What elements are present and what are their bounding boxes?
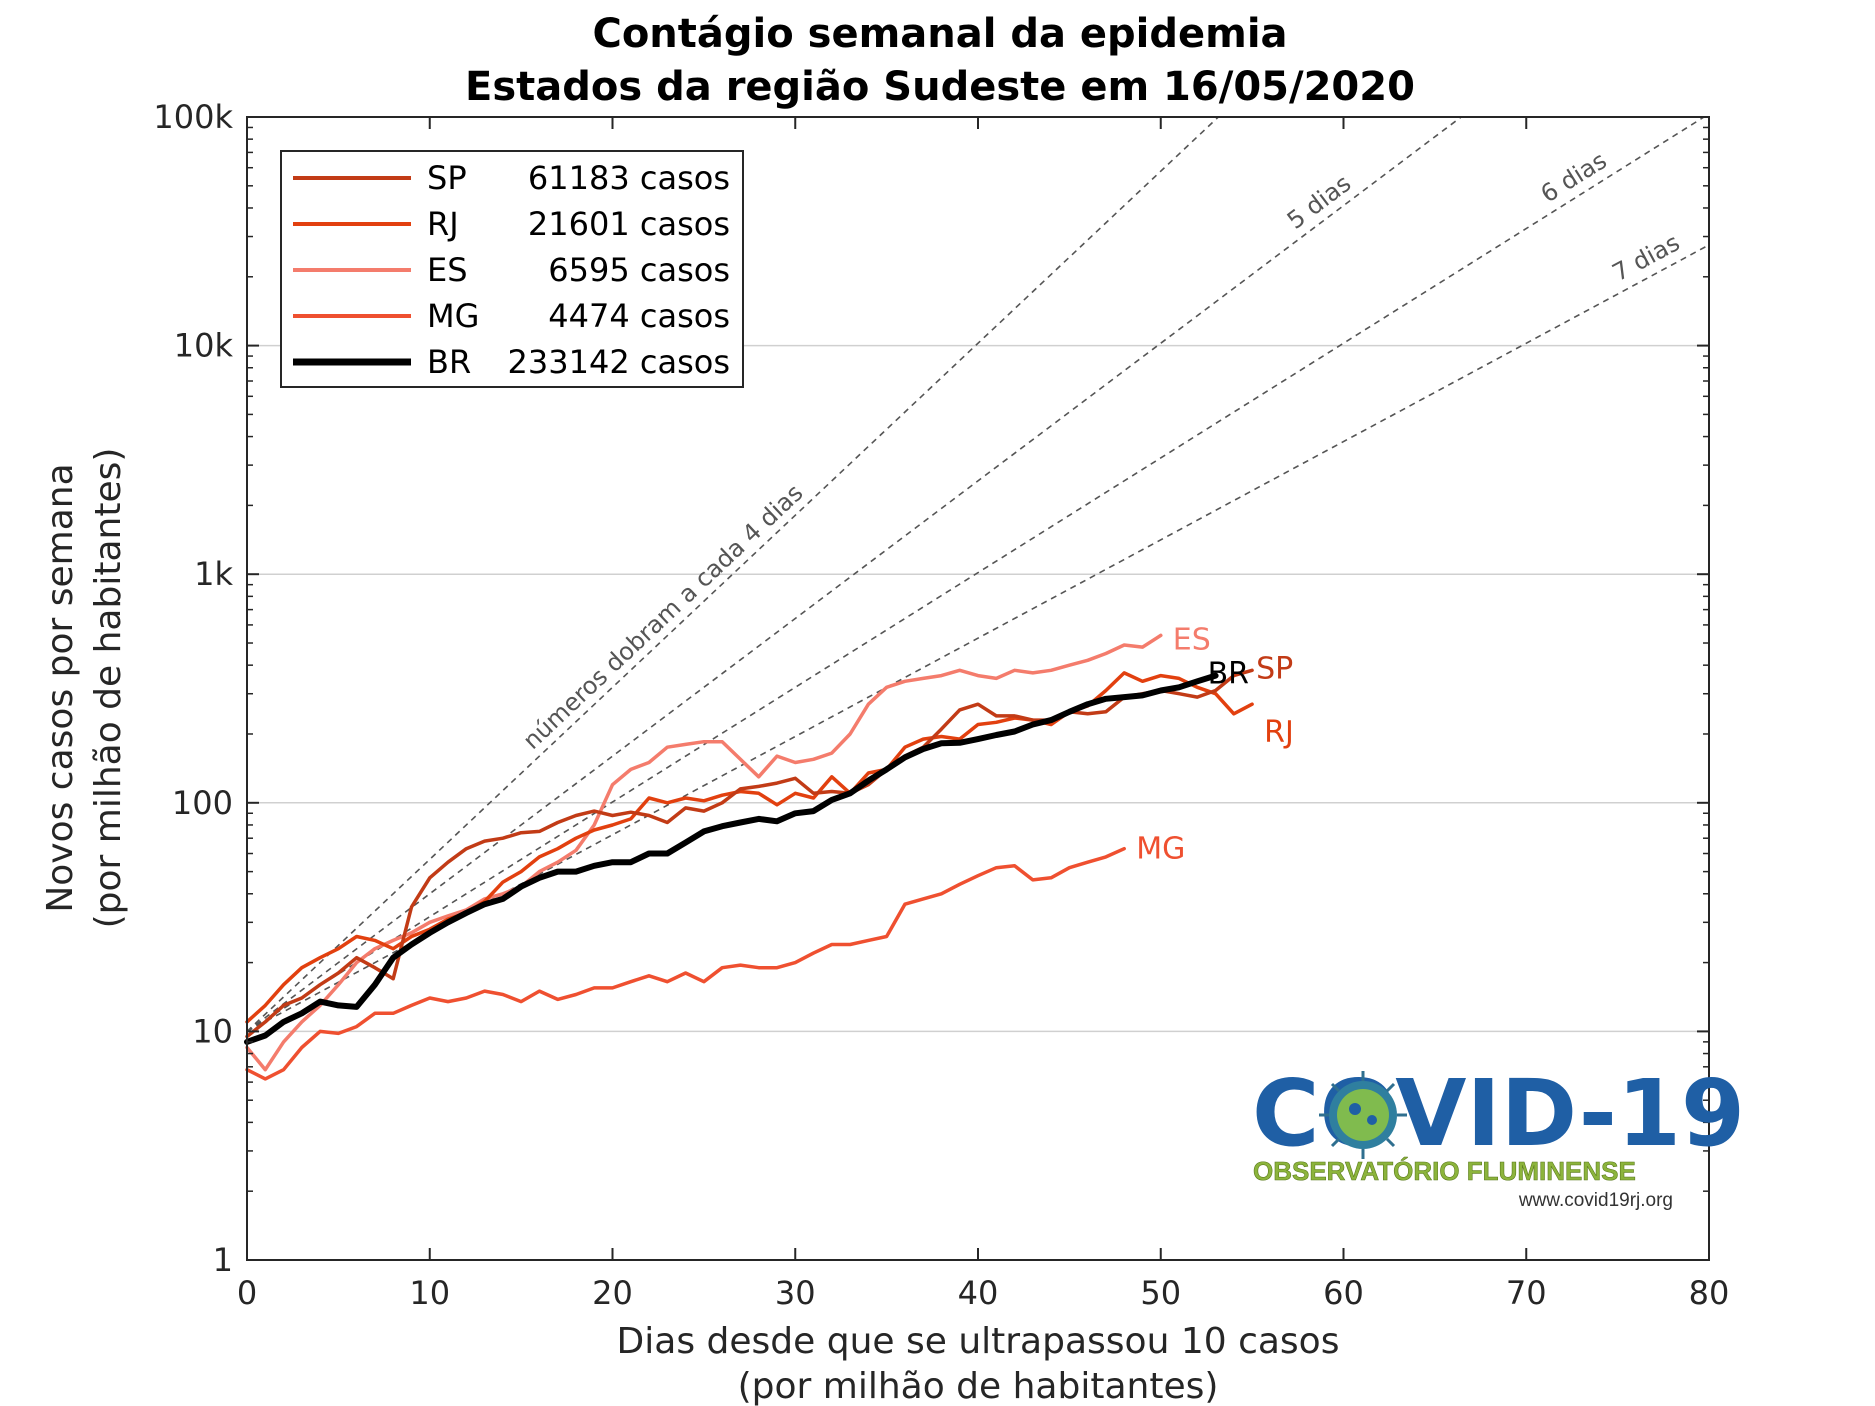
legend-name-br: BR — [427, 343, 471, 381]
x-tick-label: 80 — [1689, 1274, 1730, 1312]
y-tick-label: 100k — [153, 98, 233, 136]
y-tick-label: 100 — [172, 784, 233, 822]
legend-cases-sp: 61183 casos — [528, 159, 730, 197]
series-sp-end-label: SP — [1256, 651, 1293, 686]
series-sp-line — [245, 668, 1254, 1039]
legend-cases-br: 233142 casos — [508, 343, 730, 381]
y-axis-label-line-1: Novos casos por semana — [40, 463, 81, 912]
x-tick-label: 30 — [775, 1274, 816, 1312]
series-mg-end-label: MG — [1136, 832, 1185, 867]
chart-title-line-1: Contágio semanal da epidemia — [592, 11, 1287, 57]
y-axis-label-line-2: (por milhão de habitantes) — [88, 448, 129, 929]
logo-subtitle: OBSERVATÓRIO FLUMINENSE — [1253, 1156, 1636, 1186]
legend-name-rj: RJ — [427, 205, 459, 243]
series-es-line — [245, 633, 1163, 1072]
y-tick-label: 10 — [192, 1012, 233, 1050]
virus-icon — [1319, 1071, 1407, 1159]
series-rj-end-label: RJ — [1264, 715, 1294, 750]
legend-cases-rj: 21601 casos — [528, 205, 730, 243]
x-tick-label: 40 — [958, 1274, 999, 1312]
x-tick-label: 0 — [237, 1274, 257, 1312]
y-tick-label: 1k — [194, 555, 233, 593]
legend-name-es: ES — [427, 251, 468, 289]
legend-cases-mg: 4474 casos — [548, 297, 730, 335]
doubling-5-days-line — [246, 116, 1462, 1033]
y-tick-label: 10k — [174, 327, 234, 365]
x-tick-label: 60 — [1323, 1274, 1364, 1312]
x-axis-label-line-2: (por milhão de habitantes) — [738, 1366, 1219, 1406]
x-tick-label: 50 — [1140, 1274, 1181, 1312]
y-tick-label: 1 — [213, 1241, 233, 1279]
series-br-end-label: BR — [1208, 657, 1249, 692]
series-br-line — [244, 672, 1219, 1045]
legend: SP 61183 casos RJ 21601 casos ES 6595 casos MG… — [280, 150, 744, 388]
doubling-4-days-line — [246, 116, 1219, 1032]
covid19-logo: COVID-19 OBSERVATÓRIO FLUMINENSE www.cov… — [1252, 1060, 1745, 1211]
logo-url: www.covid19rj.org — [1518, 1190, 1673, 1211]
chart-title-line-2: Estados da região Sudeste em 16/05/2020 — [465, 64, 1415, 110]
series-mg-line — [245, 846, 1126, 1081]
x-tick-label: 20 — [592, 1274, 633, 1312]
x-axis-label-line-1: Dias desde que se ultrapassou 10 casos — [617, 1321, 1340, 1362]
legend-name-mg: MG — [427, 297, 479, 335]
series-es-end-label: ES — [1173, 622, 1211, 657]
doubling-6-days-line — [246, 116, 1705, 1033]
x-tick-label: 70 — [1506, 1274, 1547, 1312]
legend-cases-es: 6595 casos — [548, 251, 730, 289]
x-tick-label: 10 — [409, 1274, 450, 1312]
axis-ticks: 1 10 100 1k 10k 100k 0 10 20 30 40 50 60 70 80 — [153, 98, 1729, 1312]
legend-name-sp: SP — [427, 159, 467, 197]
